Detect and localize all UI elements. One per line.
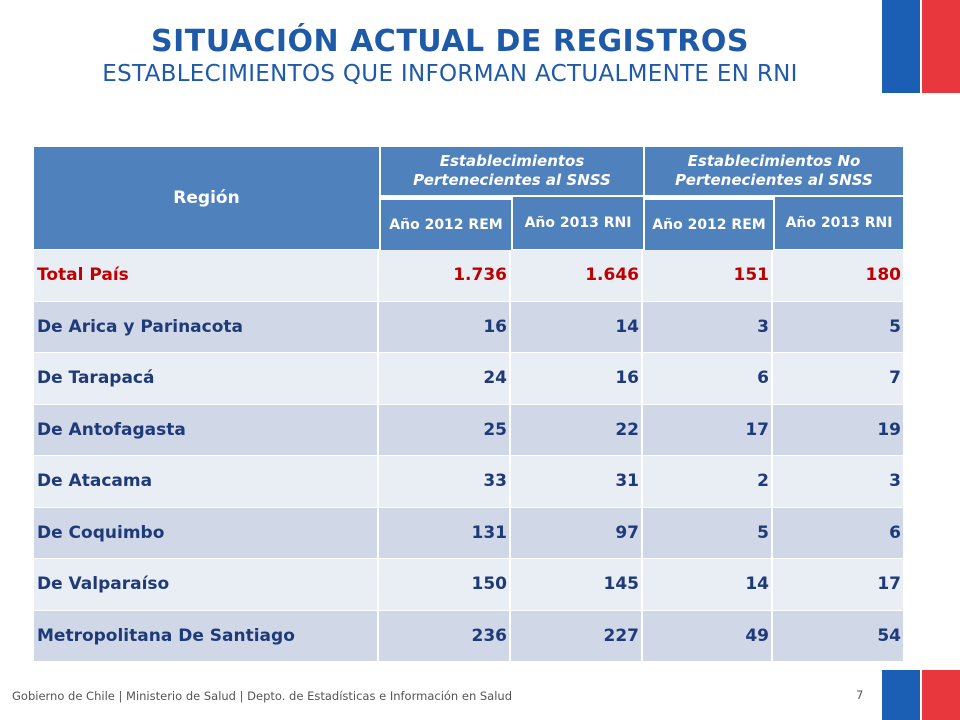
cell-value: 3 (643, 301, 773, 352)
header-snss-2013-rni: Año 2013 RNI (513, 197, 643, 249)
cell-value: 145 (511, 559, 643, 610)
footer-text: Gobierno de Chile | Ministerio de Salud … (12, 689, 513, 703)
cell-value: 5 (643, 507, 773, 558)
cell-region: De Coquimbo (34, 507, 379, 558)
cell-value: 227 (511, 610, 643, 661)
chile-flag-footer-logo (882, 670, 960, 720)
cell-value: 150 (379, 559, 511, 610)
page-number: 7 (856, 688, 864, 702)
header-group-no-snss: Establecimientos No Pertenecientes al SN… (645, 147, 903, 195)
header-group-snss: Establecimientos Pertenecientes al SNSS (381, 147, 643, 195)
cell-value: 151 (643, 250, 773, 301)
cell-value: 97 (511, 507, 643, 558)
table-row: De Tarapacá 24 16 6 7 (34, 353, 903, 405)
cell-value: 25 (379, 404, 511, 455)
page-title: SITUACIÓN ACTUAL DE REGISTROS (150, 24, 750, 59)
cell-value: 5 (889, 316, 901, 337)
header-no-snss-2013-rni: Año 2013 RNI (775, 197, 903, 249)
cell-value: 16 (511, 353, 643, 404)
page-subtitle: ESTABLECIMIENTOS QUE INFORMAN ACTUALMENT… (102, 61, 798, 87)
cell-value: 1.736 (379, 250, 511, 301)
cell-value: 16 (379, 301, 511, 352)
table-body: Total País 1.736 1.646 151 180 De Arica y Par… (34, 250, 903, 662)
flag-red-stripe (922, 670, 960, 720)
cell-value: 131 (379, 507, 511, 558)
cell-region: De Atacama (34, 456, 379, 507)
cell-value: 3 (889, 471, 901, 492)
header-no-snss-2012-rem: Año 2012 REM (645, 200, 773, 250)
flag-red-stripe (922, 0, 960, 93)
cell-region: De Tarapacá (34, 353, 379, 404)
header-region: Región (34, 147, 379, 249)
cell-value: 17 (877, 574, 901, 595)
table-row: De Arica y Parinacota 16 14 3 5 (34, 301, 903, 353)
table-row: De Antofagasta 25 22 17 19 (34, 404, 903, 456)
header-snss-2012-rem: Año 2012 REM (381, 200, 511, 250)
cell-value: 14 (511, 301, 643, 352)
cell-region: De Antofagasta (34, 404, 379, 455)
cell-value: 49 (643, 610, 773, 661)
cell-region: Total País (34, 250, 379, 301)
cell-value: 6 (889, 522, 901, 543)
cell-value: 17 (643, 404, 773, 455)
table-row: Metropolitana De Santiago 236 227 49 54 (34, 610, 903, 662)
cell-value: 236 (379, 610, 511, 661)
cell-value: 19 (877, 419, 901, 440)
cell-value: 2 (643, 456, 773, 507)
table-row: De Valparaíso 150 145 14 17 (34, 559, 903, 611)
table-row-total: Total País 1.736 1.646 151 180 (34, 250, 903, 302)
cell-value: 180 (865, 265, 902, 286)
cell-value: 1.646 (511, 250, 643, 301)
table-row: De Atacama 33 31 2 3 (34, 456, 903, 508)
chile-flag-logo (882, 0, 960, 93)
cell-value: 6 (643, 353, 773, 404)
cell-value: 22 (511, 404, 643, 455)
cell-value: 54 (877, 625, 901, 646)
cell-value: 7 (889, 368, 901, 389)
cell-value: 14 (643, 559, 773, 610)
flag-blue-stripe (882, 0, 920, 93)
cell-region: De Arica y Parinacota (34, 301, 379, 352)
cell-region: De Valparaíso (34, 559, 379, 610)
cell-value: 24 (379, 353, 511, 404)
flag-blue-stripe (882, 670, 920, 720)
cell-value: 33 (379, 456, 511, 507)
table-row: De Coquimbo 131 97 5 6 (34, 507, 903, 559)
cell-region: Metropolitana De Santiago (34, 610, 379, 661)
cell-value: 31 (511, 456, 643, 507)
